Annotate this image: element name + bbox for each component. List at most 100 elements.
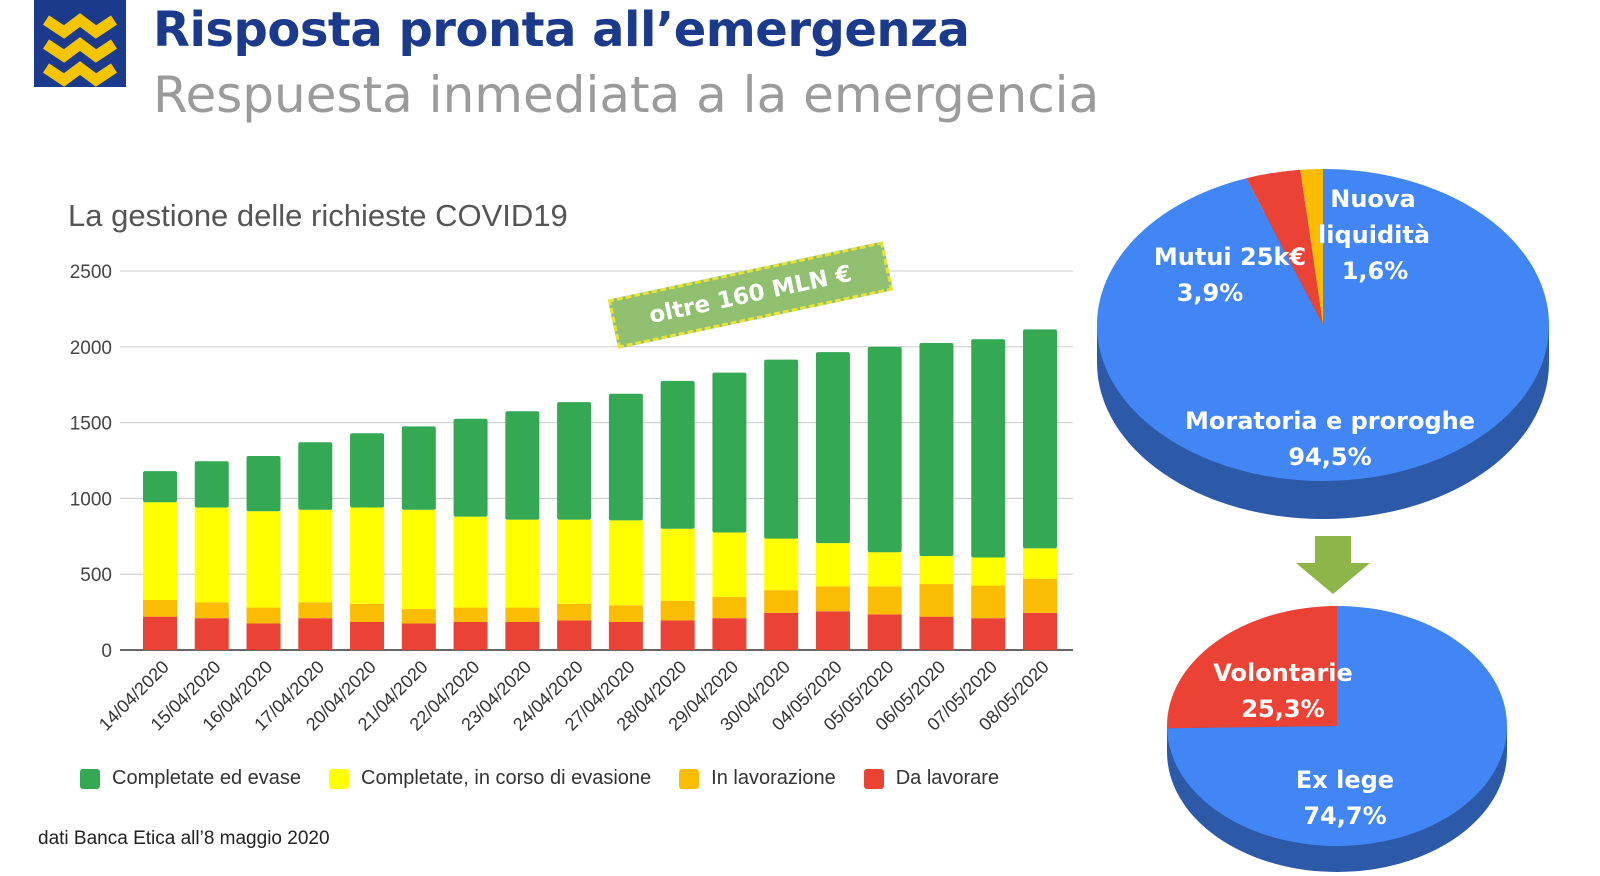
bar-segment — [919, 584, 954, 617]
bar-segment — [971, 339, 1006, 558]
bar-segment — [660, 600, 695, 621]
pie-label-mutui: Mutui 25k€ 3,9% — [1140, 239, 1320, 311]
pie-label-ex-lege-value: 74,7% — [1303, 802, 1387, 830]
bar-segment — [919, 556, 954, 585]
bar-segment — [971, 618, 1006, 650]
bar-segment — [505, 411, 540, 520]
pie-slice — [1246, 169, 1323, 325]
bar-segment — [194, 602, 229, 619]
bar-segment — [660, 620, 695, 650]
legend-label-in-progress: In lavorazione — [711, 767, 836, 789]
bar-segment — [298, 618, 333, 650]
bar-segment — [557, 603, 592, 621]
pie-slice — [1166, 606, 1337, 729]
banca-etica-logo — [34, 0, 126, 87]
bar-segment — [194, 507, 229, 603]
bar-segment — [815, 586, 850, 612]
bar-segment — [298, 509, 333, 603]
legend-item-to-process: Da lavorare — [863, 767, 1000, 790]
legend-item-completed: Completate ed evase — [80, 767, 301, 790]
bar-segment — [608, 605, 643, 622]
pie-label-moratoria-name: Moratoria e proroghe — [1185, 407, 1475, 435]
bar-chart-legend: Completate ed evase Completate, in corso… — [80, 767, 1027, 790]
pie-label-moratoria-value: 94,5% — [1288, 443, 1372, 471]
legend-swatch-in-progress — [679, 768, 700, 789]
pie-label-liquidita: Nuova liquidità 1,6% — [1318, 181, 1431, 289]
bar-segment — [298, 442, 333, 510]
legend-label-in-evasion: Completate, in corso di evasione — [361, 767, 652, 789]
legend-swatch-in-evasion — [329, 768, 350, 789]
bar-segment — [401, 609, 436, 624]
bar-segment — [401, 509, 436, 610]
y-tick-label: 2500 — [70, 262, 112, 283]
bar-segment — [1023, 548, 1057, 579]
page-title: Risposta pronta all’emergenza — [153, 2, 970, 58]
legend-swatch-to-process — [863, 768, 884, 789]
bar-segment — [660, 380, 695, 529]
bar-segment — [557, 402, 592, 520]
bar-segment — [298, 602, 333, 619]
bar-segment — [712, 596, 747, 619]
bar-segment — [246, 455, 281, 512]
y-tick-label: 0 — [101, 641, 112, 662]
bar-segment — [143, 471, 177, 503]
bar-segment — [350, 603, 385, 622]
bar-segment — [815, 611, 850, 650]
pie-slice — [1167, 606, 1507, 847]
bar-segment — [557, 519, 592, 604]
y-tick-label: 2000 — [70, 338, 112, 359]
pie-label-volontarie: Volontarie 25,3% — [1198, 655, 1368, 727]
bar-segment — [1023, 329, 1057, 549]
bar-segment — [919, 616, 954, 650]
bar-segment — [505, 607, 540, 622]
pie-label-liquidita-name: Nuova liquidità — [1318, 185, 1431, 249]
bar-segment — [608, 520, 643, 606]
bar-segment — [1023, 612, 1057, 650]
legend-label-to-process: Da lavorare — [895, 767, 1000, 789]
bar-segment — [350, 621, 385, 650]
logo-mark-icon — [42, 13, 118, 87]
bar-segment — [557, 620, 592, 650]
y-tick-label: 1500 — [70, 414, 112, 435]
bar-segment — [919, 343, 954, 557]
bar-segment — [350, 507, 385, 604]
legend-label-completed: Completate ed evase — [112, 767, 302, 789]
bar-segment — [194, 461, 229, 508]
pie-slice — [1300, 169, 1323, 325]
bar-segment — [712, 618, 747, 650]
bar-segment — [867, 552, 902, 587]
pie-label-ex-lege: Ex lege 74,7% — [1270, 762, 1420, 834]
bar-segment — [143, 599, 177, 617]
pie-label-mutui-value: 3,9% — [1176, 279, 1244, 307]
bar-segment — [453, 418, 488, 517]
bar-segment — [143, 616, 177, 650]
pie-label-moratoria: Moratoria e proroghe 94,5% — [1180, 403, 1480, 475]
bar-segment — [764, 359, 799, 539]
bar-segment — [867, 586, 902, 615]
source-footnote: dati Banca Etica all’8 maggio 2020 — [38, 828, 330, 849]
bar-segment — [764, 590, 799, 613]
bar-segment — [764, 612, 799, 650]
bar-segment — [712, 532, 747, 597]
bar-segment — [712, 372, 747, 533]
bar-segment — [764, 538, 799, 591]
legend-item-in-progress: In lavorazione — [679, 767, 836, 790]
bar-segment — [971, 557, 1006, 586]
bar-segment — [505, 519, 540, 608]
bar-segment — [608, 621, 643, 650]
bar-segment — [815, 543, 850, 587]
bar-segment — [815, 352, 850, 544]
pie-label-volontarie-name: Volontarie — [1213, 659, 1353, 687]
bar-segment — [660, 528, 695, 601]
bar-segment — [194, 618, 229, 650]
pie-label-mutui-name: Mutui 25k€ — [1153, 243, 1307, 271]
bar-segment — [453, 621, 488, 650]
bar-segment — [608, 393, 643, 521]
bar-segment — [505, 621, 540, 650]
y-tick-label: 1000 — [70, 489, 112, 510]
stacked-bar-chart: 0500100015002000250014/04/202015/04/2020… — [70, 262, 1073, 735]
legend-item-in-evasion: Completate, in corso di evasione — [329, 767, 651, 790]
